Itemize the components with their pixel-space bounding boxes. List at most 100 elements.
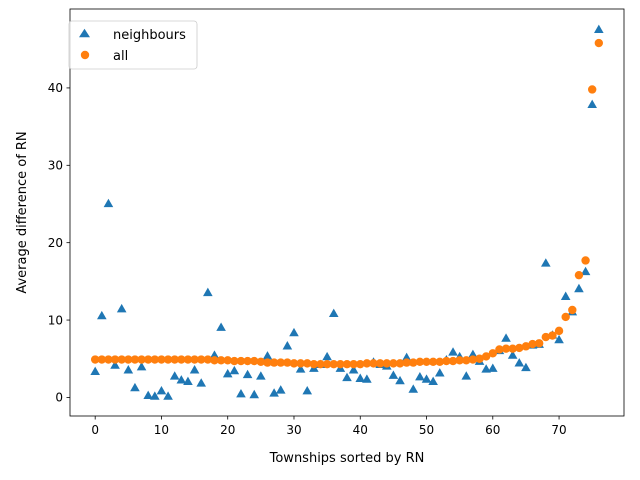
point-neighbours: [216, 322, 226, 331]
point-neighbours: [97, 310, 107, 320]
point-neighbours: [90, 366, 100, 375]
legend-label-all: all: [113, 49, 128, 64]
point-all: [475, 354, 484, 363]
point-all: [561, 312, 570, 322]
plot-area: [90, 24, 604, 400]
point-all: [90, 355, 100, 364]
point-neighbours: [428, 376, 438, 386]
point-neighbours: [203, 287, 213, 297]
point-neighbours: [123, 365, 134, 374]
point-neighbours: [514, 358, 525, 367]
point-all: [309, 359, 319, 369]
legend-label-neighbours: neighbours: [113, 28, 186, 43]
point-all: [468, 355, 478, 364]
point-all: [369, 359, 378, 368]
point-all: [455, 356, 464, 365]
point-neighbours: [348, 365, 359, 374]
point-neighbours: [362, 374, 372, 383]
point-neighbours: [242, 369, 253, 379]
series-neighbours: [90, 24, 604, 400]
point-neighbours: [110, 360, 120, 369]
point-all: [210, 356, 219, 365]
point-neighbours: [408, 384, 419, 393]
point-neighbours: [116, 303, 127, 313]
point-all: [422, 357, 431, 367]
point-neighbours: [176, 375, 187, 384]
point-neighbours: [507, 350, 518, 359]
point-all: [428, 357, 438, 367]
point-neighbours: [150, 391, 160, 400]
point-all: [322, 359, 332, 369]
y-axis-ticks: 0 10 20 30 40: [48, 81, 70, 405]
point-neighbours: [541, 258, 551, 267]
point-all: [395, 359, 405, 368]
point-all: [216, 356, 226, 365]
point-neighbours: [328, 308, 339, 317]
point-neighbours: [434, 368, 445, 377]
point-all: [143, 355, 153, 364]
point-neighbours: [269, 388, 279, 397]
point-all: [375, 359, 385, 368]
point-neighbours: [521, 362, 531, 372]
point-all: [515, 343, 524, 353]
point-neighbours: [256, 371, 266, 380]
point-all: [283, 358, 292, 367]
x-tick-label: 10: [154, 423, 169, 437]
point-all: [190, 355, 199, 364]
point-all: [548, 331, 557, 340]
point-all: [197, 355, 206, 364]
point-neighbours: [560, 291, 571, 300]
point-neighbours: [156, 385, 167, 395]
point-all: [303, 359, 312, 368]
point-all: [296, 359, 305, 368]
point-all: [170, 355, 179, 364]
point-all: [568, 305, 577, 315]
point-all: [183, 355, 193, 364]
point-neighbours: [415, 372, 425, 381]
point-neighbours: [222, 368, 233, 378]
point-all: [97, 355, 107, 364]
point-all: [356, 359, 365, 369]
y-tick-label: 30: [48, 159, 63, 173]
point-all: [594, 38, 604, 48]
point-neighbours: [355, 373, 366, 382]
point-neighbours: [130, 382, 140, 392]
point-all: [124, 355, 133, 364]
point-all: [402, 358, 411, 367]
point-all: [250, 356, 259, 366]
y-tick-label: 0: [55, 391, 63, 405]
point-neighbours: [189, 365, 200, 374]
point-all: [276, 358, 285, 367]
point-neighbours: [468, 349, 478, 358]
point-neighbours: [388, 370, 399, 379]
point-all: [117, 355, 126, 364]
point-all: [488, 349, 497, 358]
point-all: [243, 356, 252, 366]
point-all: [587, 85, 597, 94]
x-tick-label: 0: [91, 423, 99, 437]
point-neighbours: [183, 376, 193, 386]
point-all: [481, 352, 491, 361]
point-all: [521, 342, 531, 351]
x-axis-ticks: 0 10 20 30 40 50 60 70: [91, 416, 567, 437]
point-all: [362, 359, 372, 368]
legend-marker-all: [80, 50, 90, 60]
point-neighbours: [481, 364, 491, 373]
point-neighbours: [342, 372, 352, 382]
x-tick-label: 30: [286, 423, 301, 437]
point-neighbours: [554, 334, 564, 344]
point-neighbours: [448, 347, 458, 356]
x-tick-label: 40: [353, 423, 368, 437]
point-all: [329, 359, 338, 369]
point-all: [203, 355, 213, 364]
point-all: [349, 359, 358, 369]
point-all: [495, 345, 504, 354]
point-neighbours: [289, 327, 299, 337]
point-all: [435, 357, 444, 367]
point-all: [223, 356, 232, 365]
point-all: [104, 355, 113, 364]
point-neighbours: [169, 371, 180, 380]
point-all: [263, 358, 272, 367]
x-tick-label: 70: [551, 423, 566, 437]
